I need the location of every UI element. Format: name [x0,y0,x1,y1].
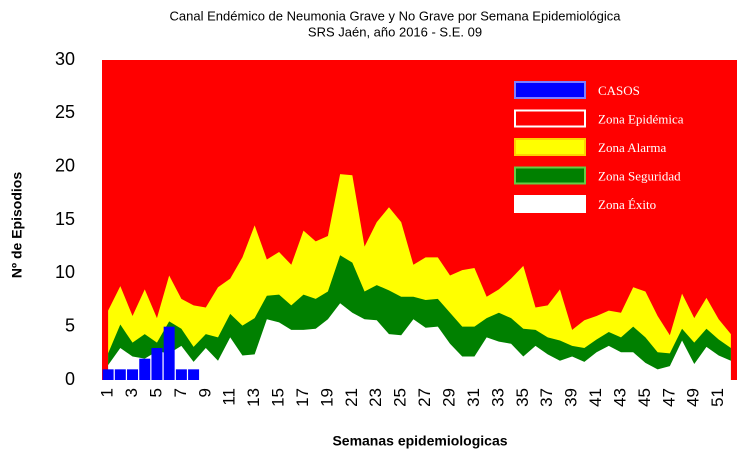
x-tick-label: 35 [513,388,532,407]
x-tick-label: 37 [537,388,556,407]
chart-subtitle: SRS Jaén, año 2016 - S.E. 09 [308,24,482,39]
case-bar [102,369,114,380]
case-bar [114,369,126,380]
x-axis-label: Semanas epidemiologicas [332,433,507,449]
case-bar [188,369,200,380]
legend-swatch [514,138,586,156]
x-tick-label: 23 [366,388,385,407]
chart-title: Canal Endémico de Neumonia Grave y No Gr… [170,8,622,23]
y-tick-label: 10 [55,262,75,282]
x-tick-label: 25 [391,388,410,407]
x-tick-label: 45 [635,388,654,407]
x-tick-label: 9 [195,388,214,397]
y-tick-label: 30 [55,49,75,69]
y-tick-label: 25 [55,102,75,122]
case-bar [127,369,139,380]
y-tick-label: 0 [65,369,75,389]
x-tick-label: 17 [293,388,312,407]
zone-area [108,303,731,380]
y-tick-label: 20 [55,155,75,175]
case-bar [175,369,187,380]
x-tick-label: 15 [269,388,288,407]
case-bar [139,358,151,380]
x-tick-label: 31 [464,388,483,407]
x-tick-label: 19 [317,388,336,407]
legend-label: Zona Éxito [598,197,656,212]
legend-swatch [514,109,586,128]
x-tick-label: 1 [98,388,117,397]
x-tick-label: 51 [708,388,727,407]
x-tick-label: 21 [342,388,361,407]
x-tick-label: 3 [122,388,141,397]
y-tick-label: 15 [55,209,75,229]
x-tick-label: 7 [171,388,190,397]
legend-label: Zona Epidémica [598,111,684,126]
legend-label: Zona Alarma [598,140,666,155]
case-bar [163,326,175,380]
x-tick-label: 33 [488,388,507,407]
legend-label: CASOS [598,83,640,98]
legend-swatch [514,81,586,99]
y-tick-label: 5 [65,315,75,335]
y-axis-label: Nº de Episodios [9,172,25,278]
case-bar [151,348,163,380]
x-tick-label: 11 [220,388,239,406]
x-tick-label: 49 [684,388,703,407]
x-tick-label: 43 [610,388,629,407]
x-tick-label: 47 [659,388,678,407]
x-tick-label: 27 [415,388,434,407]
x-tick-label: 41 [586,388,605,407]
x-tick-label: 29 [440,388,459,407]
x-tick-label: 5 [146,388,165,397]
legend-swatch [514,166,586,185]
x-tick-label: 39 [562,388,581,407]
x-tick-label: 13 [244,388,263,407]
legend-swatch [514,195,586,213]
legend-label: Zona Seguridad [598,168,681,183]
